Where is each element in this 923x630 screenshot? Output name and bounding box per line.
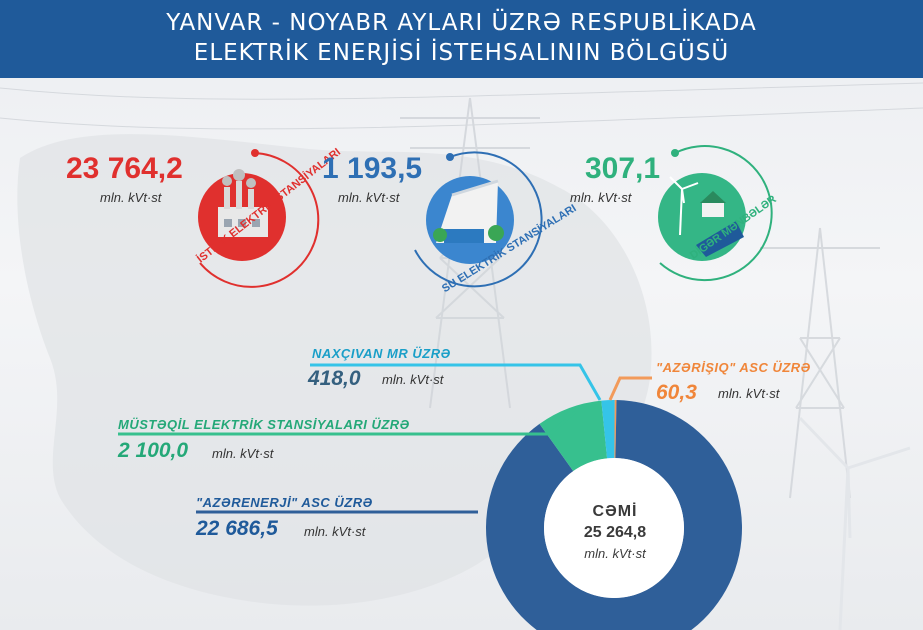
thermal-unit: mln. kVt·st [100,190,162,205]
leader-line-musteqil [118,410,576,436]
slice-value-musteqil: 2 100,0 [118,439,189,462]
other-unit: mln. kVt·st [570,190,632,205]
hydro-unit: mln. kVt·st [338,190,400,205]
slice-value-azerenerji: 22 686,5 [196,517,278,540]
slice-value-azerisiq: 60,3 [656,381,697,404]
total-value: 25 264,8 [583,524,647,541]
donut-slice-naxcivan [601,399,615,459]
other-value: 307,1 [585,152,661,185]
other-badge [658,145,773,282]
donut-hole [544,458,684,598]
slice-unit-azerenerji: mln. kVt·st [304,524,366,539]
total-unit: mln. kVt·st [584,546,646,561]
hydro-dam-icon [433,179,504,243]
slice-unit-azerisiq: mln. kVt·st [718,386,780,401]
wind-turbine-icon [798,416,911,630]
thermal-value: 23 764,2 [66,152,183,185]
renewable-energy-icon [669,176,744,257]
slice-unit-musteqil: mln. kVt·st [212,446,274,461]
total-label: CƏMİ [592,503,638,520]
donut-slice-azerenerji [486,400,742,630]
slice-label-azerisiq: "AZƏRİŞIQ" ASC ÜZRƏ [656,360,811,375]
page-title-line-1: YANVAR - NOYABR AYLARI ÜZRƏ RESPUBLİKADA [166,10,757,36]
slice-label-musteqil: MÜSTƏQİL ELEKTRİK STANSİYALARI ÜZRƏ [118,417,410,432]
donut-slice-azerisiq [614,400,617,459]
slice-unit-naxcivan: mln. kVt·st [382,372,444,387]
page-header: YANVAR - NOYABR AYLARI ÜZRƏ RESPUBLİKADA… [0,0,923,78]
thermal-plant-icon [218,169,268,237]
page-title-line-2: ELEKTRİK ENERJİSİ İSTEHSALININ BÖLGÜSÜ [193,40,730,66]
leader-line-azerisiq [608,376,652,401]
donut-slices [486,399,742,630]
leader-line-naxcivan [310,363,602,401]
thermal-badge [198,149,320,288]
hydro-value: 1 193,5 [322,152,423,185]
hydro-badge [414,151,543,288]
slice-value-naxcivan: 418,0 [308,367,361,390]
donut-slice-musteqil [539,400,608,472]
slice-label-naxcivan: NAXÇIVAN MR ÜZRƏ [312,346,451,361]
donut-leader-lines [118,363,652,514]
slice-label-azerenerji: "AZƏRENERJİ" ASC ÜZRƏ [196,495,373,510]
